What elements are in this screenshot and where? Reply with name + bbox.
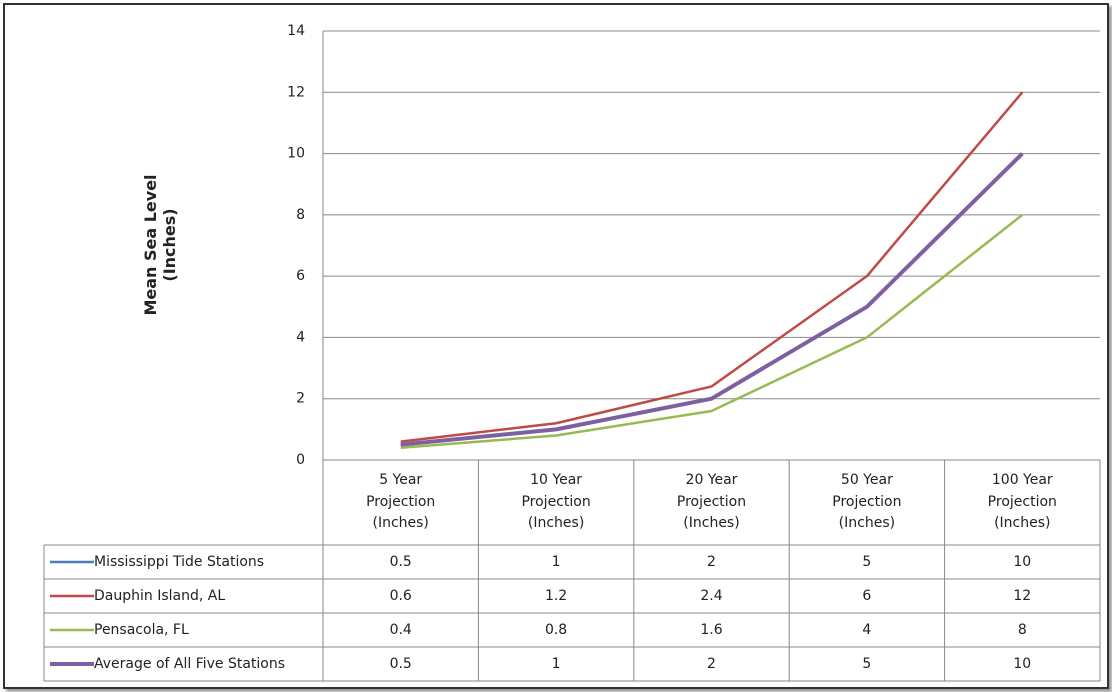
category-label: 5 Year Projection (Inches) [366, 471, 436, 532]
table-value: 2 [707, 554, 716, 570]
category-label: 10 Year Projection (Inches) [521, 471, 591, 532]
category-label: 50 Year Projection (Inches) [832, 471, 902, 532]
series-line [400, 152, 1024, 446]
table-value: 1 [551, 554, 561, 570]
table-value: 10 [1013, 554, 1032, 570]
table-value: 5 [862, 554, 872, 570]
y-tick-label: 0 [296, 452, 305, 468]
series-line [400, 213, 1024, 449]
table-value: 12 [1013, 588, 1032, 604]
table-value: 8 [1017, 622, 1027, 638]
legend-label: Average of All Five Stations [94, 656, 286, 672]
chart-frame [3, 3, 1109, 689]
table-value: 6 [862, 588, 872, 604]
table-value: 1.2 [544, 588, 568, 604]
y-tick-label: 2 [296, 391, 305, 407]
legend-label: Pensacola, FL [94, 622, 189, 638]
table-value: 1 [551, 656, 561, 672]
y-axis-title: Mean Sea Level (Inches) [141, 174, 179, 316]
y-tick-label: 14 [287, 23, 305, 39]
table-value: 0.4 [389, 622, 412, 638]
table-value: 0.5 [389, 656, 412, 672]
category-label: 20 Year Projection (Inches) [676, 471, 747, 532]
series-line [400, 152, 1024, 447]
series-line [400, 91, 1024, 443]
category-label: 100 Year Projection (Inches) [987, 471, 1057, 532]
legend-label: Mississippi Tide Stations [94, 554, 265, 570]
table-value: 2.4 [700, 588, 723, 604]
table-value: 5 [862, 656, 872, 672]
y-tick-label: 4 [296, 329, 305, 345]
y-tick-label: 8 [296, 207, 305, 223]
table-value: 0.5 [389, 554, 412, 570]
y-tick-label: 12 [287, 84, 305, 100]
y-tick-label: 6 [296, 268, 305, 284]
y-tick-label: 10 [287, 146, 305, 162]
table-value: 4 [862, 622, 872, 638]
table-value: 0.8 [544, 622, 568, 638]
legend-label: Dauphin Island, AL [94, 588, 226, 604]
table-value: 2 [707, 656, 716, 672]
table-value: 1.6 [700, 622, 723, 638]
table-value: 10 [1013, 656, 1032, 672]
table-value: 0.6 [389, 588, 412, 604]
